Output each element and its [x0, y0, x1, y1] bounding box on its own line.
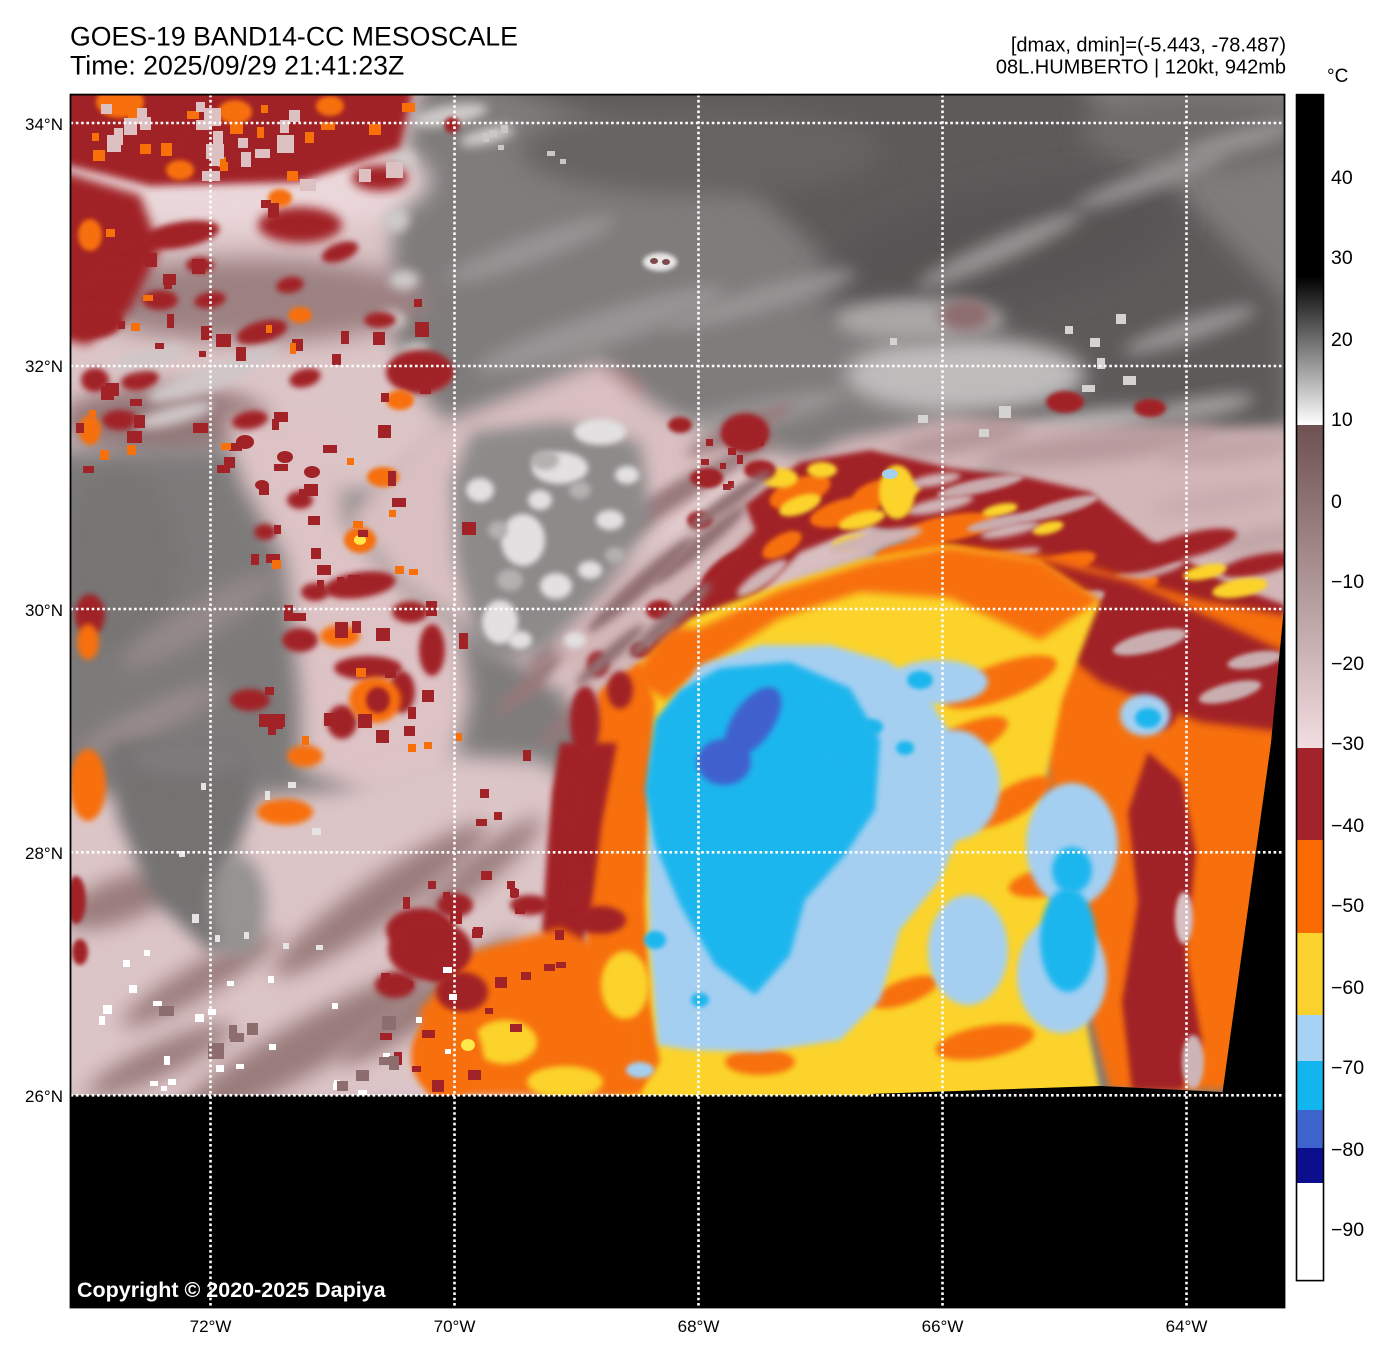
svg-text:0: 0 — [1331, 491, 1342, 513]
svg-text:GOES-19 BAND14-CC MESOSCALE: GOES-19 BAND14-CC MESOSCALE — [70, 22, 518, 52]
svg-text:−10: −10 — [1331, 571, 1364, 593]
svg-text:28°N: 28°N — [25, 844, 63, 863]
svg-text:−30: −30 — [1331, 733, 1364, 755]
svg-text:10: 10 — [1331, 409, 1353, 431]
svg-text:72°W: 72°W — [190, 1317, 232, 1336]
svg-text:−40: −40 — [1331, 815, 1364, 837]
svg-text:68°W: 68°W — [678, 1317, 720, 1336]
svg-text:08L.HUMBERTO | 120kt, 942mb: 08L.HUMBERTO | 120kt, 942mb — [996, 57, 1286, 79]
svg-text:−50: −50 — [1331, 895, 1364, 917]
svg-text:66°W: 66°W — [922, 1317, 964, 1336]
svg-text:34°N: 34°N — [25, 115, 63, 134]
svg-text:−70: −70 — [1331, 1057, 1364, 1079]
svg-text:30: 30 — [1331, 247, 1353, 269]
svg-text:64°W: 64°W — [1166, 1317, 1208, 1336]
svg-text:Copyright © 2020-2025 Dapiya: Copyright © 2020-2025 Dapiya — [77, 1278, 387, 1302]
svg-text:−60: −60 — [1331, 977, 1364, 999]
svg-text:−80: −80 — [1331, 1139, 1364, 1161]
svg-text:32°N: 32°N — [25, 357, 63, 376]
svg-text:26°N: 26°N — [25, 1087, 63, 1106]
svg-text:30°N: 30°N — [25, 601, 63, 620]
svg-text:[dmax, dmin]=(-5.443, -78.487): [dmax, dmin]=(-5.443, -78.487) — [1011, 35, 1286, 57]
svg-text:°C: °C — [1327, 66, 1348, 87]
svg-text:−90: −90 — [1331, 1219, 1364, 1241]
svg-text:70°W: 70°W — [434, 1317, 476, 1336]
svg-text:−20: −20 — [1331, 653, 1364, 675]
svg-text:40: 40 — [1331, 167, 1353, 189]
svg-text:Time: 2025/09/29 21:41:23Z: Time: 2025/09/29 21:41:23Z — [70, 51, 404, 81]
svg-text:20: 20 — [1331, 329, 1353, 351]
